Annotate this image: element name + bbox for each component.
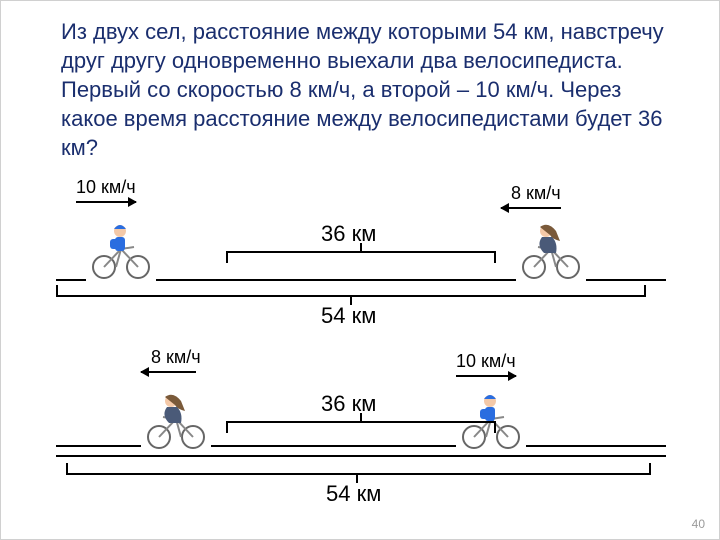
mid-distance-bracket xyxy=(226,421,496,433)
diagram-scene-1: 10 км/ч 8 км/ч xyxy=(56,201,676,341)
total-distance-label: 54 км xyxy=(326,481,381,507)
mid-distance-label: 36 км xyxy=(321,391,376,417)
speed-arrow-right xyxy=(456,375,516,377)
speed-label-left: 8 км/ч xyxy=(151,347,201,368)
bracket-tick xyxy=(360,243,362,251)
total-distance-bracket xyxy=(56,285,646,297)
cyclist-girl xyxy=(141,387,211,449)
speed-label-right: 10 км/ч xyxy=(456,351,516,372)
bracket-tick xyxy=(360,413,362,421)
mid-distance-label: 36 км xyxy=(321,221,376,247)
speed-label-left: 10 км/ч xyxy=(76,177,136,198)
cyclist-boy xyxy=(86,217,156,279)
cyclist-boy xyxy=(456,387,526,449)
cyclist-girl xyxy=(516,217,586,279)
road-segment xyxy=(56,279,86,281)
speed-arrow-left xyxy=(141,371,196,373)
road-segment xyxy=(211,445,456,447)
road-segment xyxy=(586,279,666,281)
speed-label-right: 8 км/ч xyxy=(511,183,561,204)
road-segment xyxy=(56,445,141,447)
total-distance-label: 54 км xyxy=(321,303,376,329)
mid-distance-bracket xyxy=(226,251,496,263)
road-segment xyxy=(526,445,666,447)
diagram-scene-2: 8 км/ч 10 км/ч xyxy=(56,371,676,511)
page-number: 40 xyxy=(692,517,705,531)
speed-arrow-left xyxy=(76,201,136,203)
total-distance-bracket xyxy=(66,463,651,475)
problem-text: Из двух сел, расстояние между которыми 5… xyxy=(61,17,679,162)
slide-page: Из двух сел, расстояние между которыми 5… xyxy=(0,0,720,540)
speed-arrow-right xyxy=(501,207,561,209)
road-segment xyxy=(156,279,516,281)
road-segment xyxy=(56,455,666,457)
